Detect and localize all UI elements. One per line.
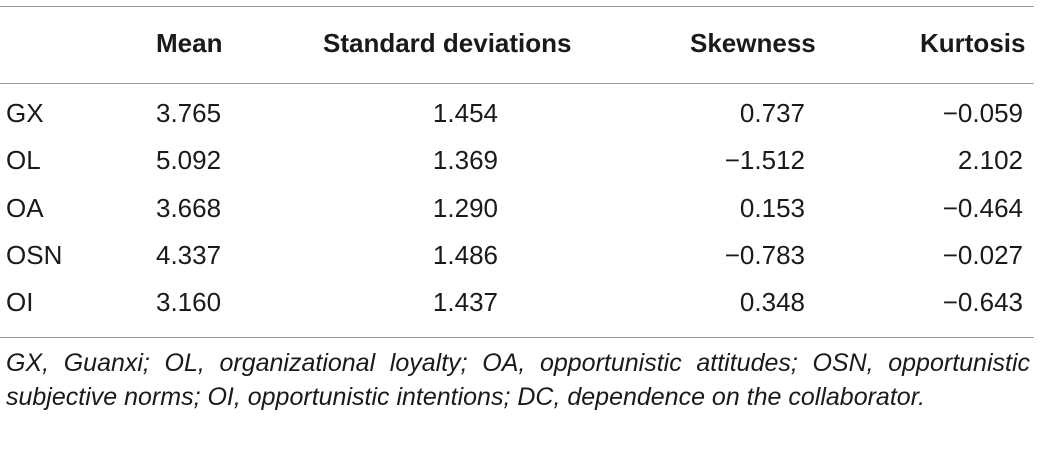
header-mean: Mean (156, 28, 223, 58)
cell-mean: 4.337 (156, 240, 222, 270)
cell-sd: 1.290 (432, 193, 498, 223)
cell-sd: 1.437 (432, 287, 498, 317)
cell-kurtosis: −0.643 (942, 287, 1023, 317)
cell-kurtosis: −0.059 (942, 98, 1023, 128)
cell-sd: 1.369 (432, 145, 498, 175)
cell-skewness: 0.348 (739, 287, 805, 317)
row-label: GX (6, 98, 44, 128)
row-label: OSN (6, 240, 63, 270)
table-bottom-rule (0, 337, 1034, 338)
cell-mean: 3.765 (156, 98, 222, 128)
cell-mean: 3.160 (156, 287, 222, 317)
cell-kurtosis: −0.027 (942, 240, 1023, 270)
header-skewness: Skewness (690, 28, 816, 58)
header-kurtosis: Kurtosis (920, 28, 1026, 58)
row-label: OI (6, 287, 34, 317)
cell-kurtosis: −0.464 (942, 193, 1023, 223)
table-top-rule (0, 6, 1034, 7)
cell-sd: 1.486 (432, 240, 498, 270)
header-standard-deviations: Standard deviations (323, 28, 572, 58)
row-label: OL (6, 145, 41, 175)
row-label: OA (6, 193, 44, 223)
cell-skewness: 0.153 (739, 193, 805, 223)
cell-mean: 5.092 (156, 145, 222, 175)
cell-skewness: −1.512 (724, 145, 805, 175)
cell-kurtosis: 2.102 (957, 145, 1023, 175)
cell-skewness: 0.737 (739, 98, 805, 128)
table-footnote: GX, Guanxi; OL, organizational loyalty; … (6, 349, 1030, 411)
cell-sd: 1.454 (432, 98, 498, 128)
table-header-rule (0, 83, 1034, 84)
cell-skewness: −0.783 (724, 240, 805, 270)
cell-mean: 3.668 (156, 193, 222, 223)
